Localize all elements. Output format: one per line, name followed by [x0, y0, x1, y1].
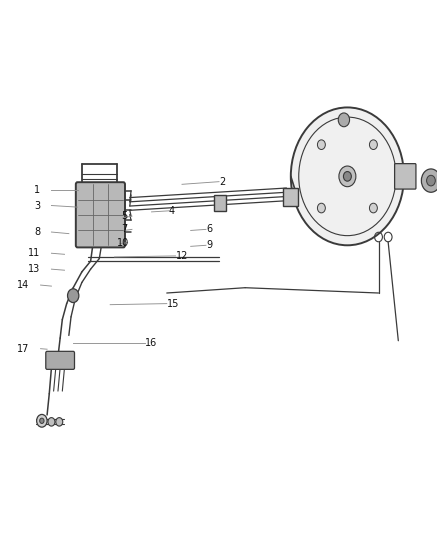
Text: 4: 4: [169, 206, 175, 216]
Circle shape: [339, 166, 356, 187]
Text: 8: 8: [35, 227, 41, 237]
Text: 17: 17: [18, 344, 30, 354]
Text: 16: 16: [145, 338, 157, 349]
FancyBboxPatch shape: [46, 351, 74, 369]
Text: 2: 2: [219, 176, 225, 187]
Circle shape: [369, 140, 378, 149]
Text: 7: 7: [121, 224, 127, 235]
FancyBboxPatch shape: [214, 196, 226, 211]
Circle shape: [421, 169, 438, 192]
Text: 10: 10: [117, 238, 129, 248]
Text: 5: 5: [121, 211, 127, 221]
Circle shape: [67, 289, 79, 303]
Circle shape: [37, 415, 47, 427]
Circle shape: [56, 418, 63, 426]
Text: 12: 12: [176, 251, 188, 261]
Circle shape: [40, 418, 44, 423]
Text: 13: 13: [28, 264, 41, 274]
Circle shape: [318, 203, 325, 213]
FancyBboxPatch shape: [283, 188, 298, 206]
Circle shape: [369, 203, 378, 213]
Circle shape: [48, 418, 55, 426]
Text: 14: 14: [18, 280, 30, 290]
FancyBboxPatch shape: [76, 182, 125, 247]
Circle shape: [338, 113, 350, 127]
Text: 1: 1: [35, 184, 41, 195]
Text: 11: 11: [28, 248, 41, 259]
Circle shape: [427, 175, 435, 186]
Text: 6: 6: [206, 224, 212, 235]
Circle shape: [291, 108, 404, 245]
FancyBboxPatch shape: [395, 164, 416, 189]
Circle shape: [318, 140, 325, 149]
Text: 15: 15: [167, 298, 179, 309]
Text: 3: 3: [35, 200, 41, 211]
Text: 9: 9: [206, 240, 212, 251]
Circle shape: [343, 172, 351, 181]
